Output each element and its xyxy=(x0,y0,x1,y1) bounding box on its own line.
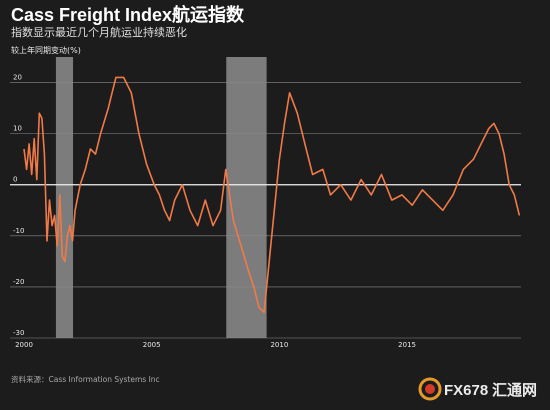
recession-shading xyxy=(55,57,267,338)
y-tick-label: 0 xyxy=(13,176,17,184)
series-line xyxy=(23,76,521,314)
series-line-1 xyxy=(23,76,521,314)
x-tick-label: 2010 xyxy=(270,341,288,349)
y-tick-label: 10 xyxy=(13,125,22,133)
watermark-text-cn: 汇通网 xyxy=(492,382,537,399)
watermark-logo-icon xyxy=(418,377,442,401)
y-tick-label: -20 xyxy=(13,278,24,286)
x-tick-label: 2000 xyxy=(15,341,33,349)
chart-title: Cass Freight Index航运指数 xyxy=(11,4,245,25)
watermark: FX678 汇通网 xyxy=(418,377,537,401)
y-tick-label: -30 xyxy=(13,329,24,337)
x-tick-label: 2005 xyxy=(143,341,161,349)
gridlines xyxy=(10,82,521,339)
shaded-period-2 xyxy=(226,57,267,338)
y-tick-label: -10 xyxy=(13,227,24,235)
x-tick-label: 2015 xyxy=(398,341,416,349)
y-tick-label: 20 xyxy=(13,74,22,82)
source-note: 资料来源：Cass Information Systems Inc xyxy=(11,374,160,384)
watermark-text: FX678 xyxy=(444,382,488,399)
chart-subtitle: 指数显示最近几个月航运业持续恶化 xyxy=(11,25,187,39)
shaded-period-1 xyxy=(55,57,74,338)
y-axis-label: 较上年同期变动(%) xyxy=(11,45,81,55)
